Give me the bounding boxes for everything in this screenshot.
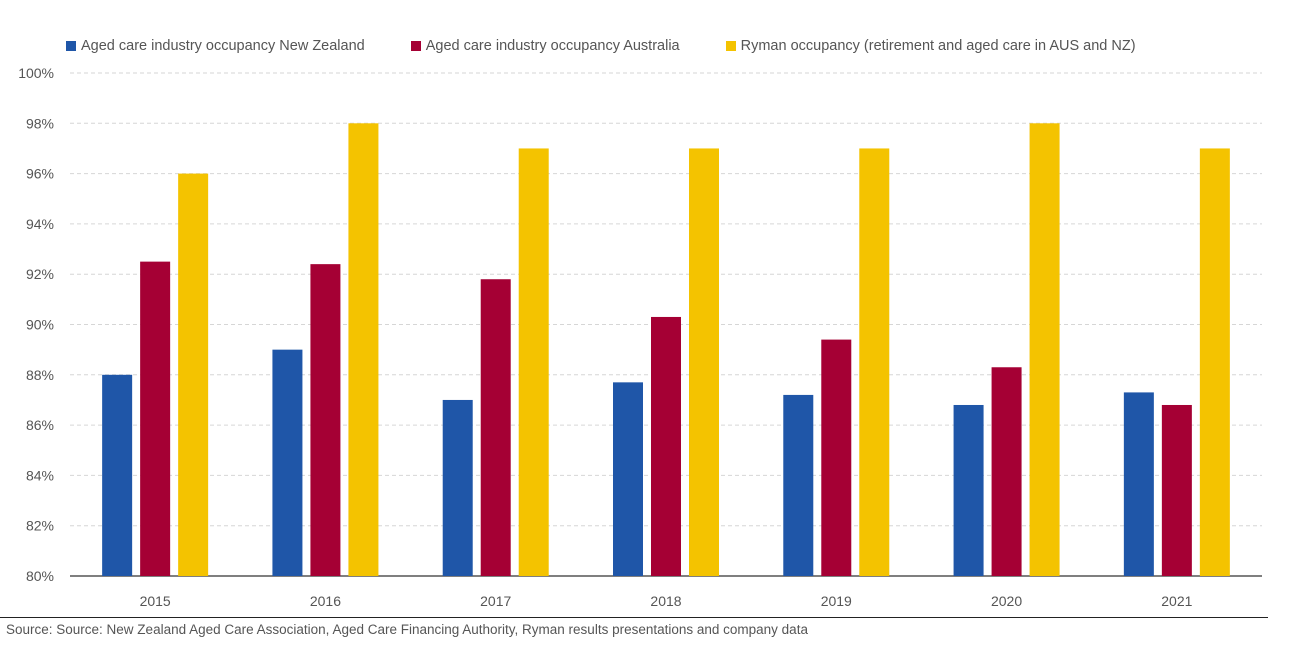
legend-item-australia: Aged care industry occupancy Australia (410, 38, 680, 54)
y-tick-label: 86% (26, 417, 54, 433)
x-tick-label: 2015 (140, 593, 171, 609)
y-tick-label: 80% (26, 568, 54, 584)
legend-item-nz: Aged care industry occupancy New Zealand (66, 38, 365, 54)
legend-label-ryman: Ryman occupancy (retirement and aged car… (740, 38, 1136, 54)
bar (102, 374, 133, 576)
bar (953, 404, 984, 576)
bar (442, 399, 473, 576)
y-tick-label: 82% (26, 518, 54, 534)
y-tick-label: 92% (26, 266, 54, 282)
bar (1161, 404, 1192, 576)
x-tick-label: 2017 (480, 593, 511, 609)
y-tick-label: 88% (26, 367, 54, 383)
y-tick-label: 96% (26, 166, 54, 182)
x-tick-label: 2018 (650, 593, 681, 609)
legend-swatch-ryman (725, 41, 736, 51)
bar (651, 316, 681, 576)
x-tick-label: 2021 (1161, 593, 1192, 609)
legend-swatch-australia (410, 41, 421, 51)
bar (689, 148, 719, 576)
legend-label-australia: Aged care industry occupancy Australia (425, 38, 680, 54)
source-note: Source: Source: New Zealand Aged Care As… (6, 622, 808, 637)
y-tick-label: 98% (26, 115, 54, 131)
source-divider (0, 617, 1268, 618)
bar (518, 148, 549, 576)
x-tick-label: 2016 (310, 593, 341, 609)
legend: Aged care industry occupancy New Zealand… (66, 38, 1182, 54)
bar (613, 382, 643, 576)
bar (1123, 392, 1154, 576)
x-tick-label: 2019 (821, 593, 852, 609)
bar (783, 394, 814, 576)
bar (310, 264, 341, 576)
legend-label-nz: Aged care industry occupancy New Zealand (81, 38, 365, 54)
legend-item-ryman: Ryman occupancy (retirement and aged car… (725, 38, 1136, 54)
bar (859, 148, 890, 576)
bar (1029, 123, 1060, 577)
bar (178, 173, 209, 576)
bar (348, 123, 379, 577)
bar (821, 339, 852, 576)
x-tick-label: 2020 (991, 593, 1022, 609)
bar (991, 367, 1022, 576)
y-tick-label: 84% (26, 467, 54, 483)
y-tick-label: 100% (18, 65, 54, 81)
bar (1199, 148, 1230, 576)
y-tick-label: 90% (26, 317, 54, 333)
bar (272, 349, 303, 576)
bar (140, 261, 171, 576)
y-tick-label: 94% (26, 216, 54, 232)
bar (480, 279, 511, 576)
legend-swatch-nz (66, 41, 76, 51)
